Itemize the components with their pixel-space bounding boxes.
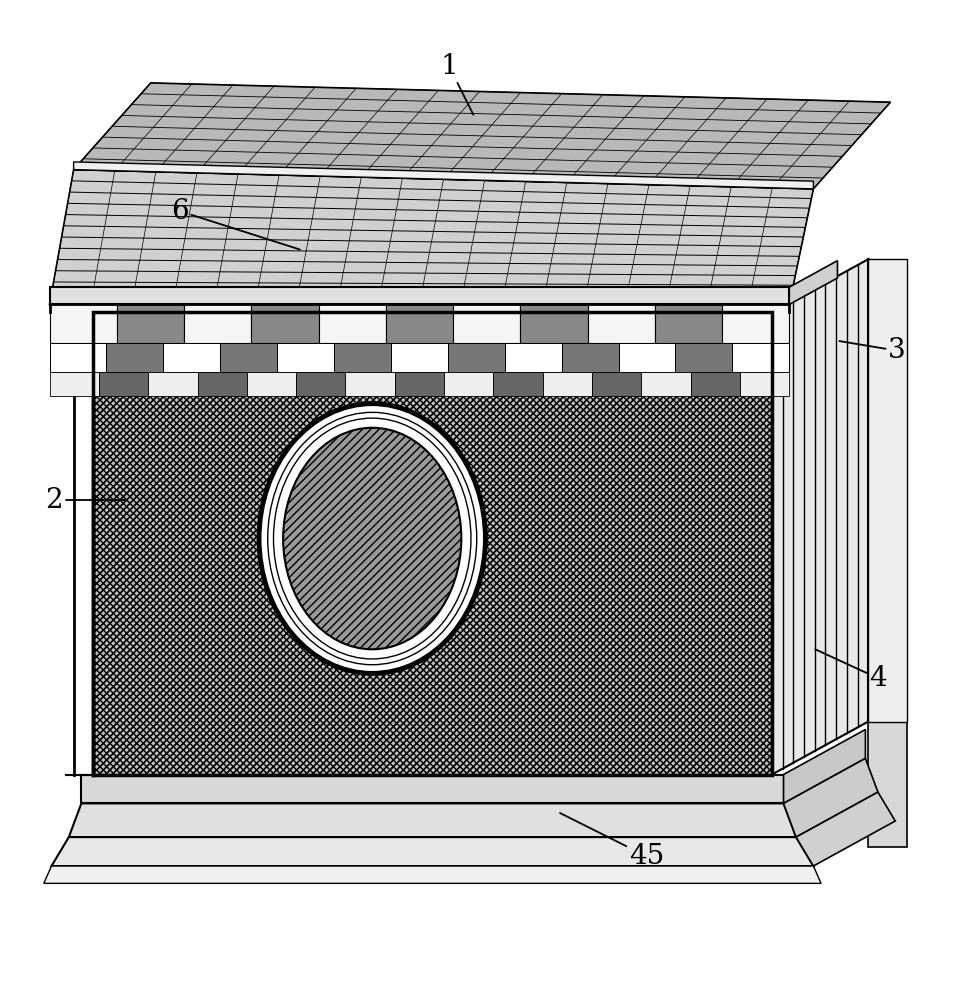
Polygon shape [73,83,891,189]
Polygon shape [395,372,444,396]
Polygon shape [73,162,813,189]
Polygon shape [796,792,895,866]
Polygon shape [49,287,789,304]
Polygon shape [453,304,521,343]
Polygon shape [592,372,641,396]
Polygon shape [117,304,185,343]
Polygon shape [99,372,148,396]
Polygon shape [391,343,448,372]
Polygon shape [247,372,297,396]
Polygon shape [543,372,592,396]
Polygon shape [641,372,691,396]
Polygon shape [49,343,106,372]
Polygon shape [868,259,907,722]
Polygon shape [69,803,796,837]
Polygon shape [448,343,505,372]
Polygon shape [740,372,789,396]
Polygon shape [691,372,740,396]
Polygon shape [655,304,722,343]
Polygon shape [783,758,878,837]
Text: 45: 45 [560,813,665,870]
Polygon shape [505,343,561,372]
Text: 4: 4 [815,649,887,692]
Polygon shape [561,343,618,372]
Polygon shape [334,343,391,372]
Polygon shape [49,304,117,343]
Polygon shape [197,372,247,396]
Polygon shape [277,343,334,372]
Polygon shape [444,372,494,396]
Polygon shape [106,343,163,372]
Polygon shape [385,304,453,343]
Polygon shape [783,729,866,803]
Text: 6: 6 [171,198,300,250]
Polygon shape [43,866,821,883]
Polygon shape [618,343,675,372]
Polygon shape [319,304,385,343]
Polygon shape [675,343,732,372]
Polygon shape [587,304,655,343]
Polygon shape [148,372,197,396]
Polygon shape [49,372,99,396]
Ellipse shape [283,428,462,649]
Ellipse shape [259,404,485,673]
Polygon shape [220,343,277,372]
Polygon shape [49,170,813,304]
Polygon shape [722,304,789,343]
Text: 2: 2 [45,487,127,514]
Polygon shape [163,343,220,372]
Polygon shape [251,304,319,343]
Polygon shape [297,372,346,396]
Polygon shape [494,372,543,396]
Polygon shape [789,261,838,304]
Text: 3: 3 [839,337,906,364]
Polygon shape [81,775,783,803]
Polygon shape [185,304,251,343]
Polygon shape [346,372,395,396]
Text: 1: 1 [440,53,473,115]
Polygon shape [868,722,907,847]
Polygon shape [732,343,789,372]
Polygon shape [521,304,587,343]
Polygon shape [93,312,772,775]
Polygon shape [51,837,813,866]
Polygon shape [772,259,868,775]
